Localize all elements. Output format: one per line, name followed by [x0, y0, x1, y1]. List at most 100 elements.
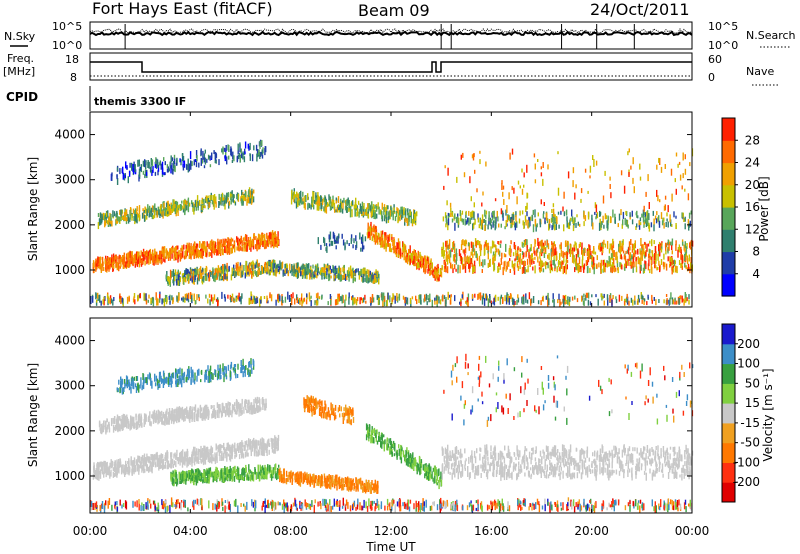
scatter-cell — [593, 248, 595, 255]
scatter-cell — [372, 297, 375, 303]
scatter-cell — [135, 460, 137, 465]
scatter-cell — [380, 233, 383, 239]
scatter-cell — [510, 294, 512, 299]
scatter-cell — [564, 301, 566, 305]
scatter-cell — [442, 294, 444, 302]
scatter-cell — [257, 269, 259, 277]
scatter-cell — [150, 297, 152, 304]
scatter-cell — [185, 244, 187, 250]
scatter-cell — [374, 213, 376, 220]
scatter-cell — [642, 215, 645, 223]
scatter-cell — [335, 209, 337, 213]
scatter-cell — [682, 173, 684, 179]
scatter-cell — [238, 152, 241, 157]
scatter-cell — [560, 242, 562, 250]
scatter-cell — [242, 197, 244, 206]
scatter-cell — [405, 208, 407, 212]
scatter-cell — [652, 210, 654, 216]
scatter-cell — [469, 218, 472, 225]
scatter-cell — [633, 243, 636, 248]
scatter-cell — [481, 214, 484, 220]
scatter-cell — [372, 204, 375, 212]
scatter-cell — [122, 469, 125, 474]
scatter-cell — [433, 269, 435, 273]
scatter-cell — [109, 265, 111, 270]
scatter-cell — [262, 234, 264, 240]
scatter-cell — [670, 257, 672, 262]
scatter-cell — [259, 447, 261, 452]
noise-traces — [89, 24, 693, 49]
scatter-cell — [137, 294, 139, 301]
scatter-cell — [549, 260, 551, 264]
scatter-cell — [112, 257, 114, 265]
scatter-cell — [386, 210, 388, 216]
scatter-cell — [131, 162, 133, 171]
scatter-cell — [575, 258, 577, 267]
scatter-cell — [156, 159, 159, 168]
scatter-cell — [289, 263, 291, 271]
scatter-cell — [479, 241, 481, 244]
scatter-cell — [268, 449, 270, 455]
scatter-cell — [172, 248, 174, 253]
scatter-cell — [519, 185, 521, 189]
scatter-cell — [550, 248, 552, 256]
scatter-cell — [212, 454, 214, 462]
scatter-cell — [263, 240, 266, 248]
scatter-cell — [225, 448, 227, 453]
scatter-cell — [357, 268, 359, 273]
scatter-cell — [168, 295, 170, 300]
scatter-cell — [658, 260, 660, 266]
scatter-cell — [515, 211, 517, 218]
scatter-cell — [468, 268, 471, 273]
scatter-cell — [108, 467, 110, 476]
scatter-cell — [367, 203, 369, 210]
scatter-cell — [173, 158, 176, 165]
scatter-cell — [133, 161, 135, 166]
scatter-cell — [250, 240, 252, 245]
scatter-cell — [220, 239, 223, 244]
scatter-cell — [199, 452, 201, 460]
scatter-cell — [625, 298, 628, 302]
scatter-cell — [649, 256, 652, 260]
scatter-cell — [361, 201, 364, 210]
scatter-cell — [267, 267, 269, 274]
scatter-cell — [265, 262, 267, 266]
scatter-cell — [343, 273, 346, 279]
scatter-cell — [646, 218, 648, 224]
scatter-cell — [526, 299, 529, 304]
scatter-cell — [281, 298, 283, 306]
scatter-cell — [586, 260, 589, 266]
scatter-cell — [627, 247, 630, 255]
scatter-cell — [340, 267, 342, 272]
scatter-cell — [151, 460, 154, 466]
scatter-cell — [635, 226, 637, 230]
scatter-cell — [555, 251, 558, 259]
scatter-cell — [675, 215, 677, 219]
scatter-cell — [248, 442, 250, 447]
scatter-cell — [682, 241, 684, 246]
scatter-cell — [641, 252, 643, 261]
scatter-cell — [295, 263, 297, 271]
scatter-cell — [363, 203, 365, 209]
scatter-cell — [112, 471, 115, 478]
scatter-cell — [229, 454, 231, 461]
scatter-cell — [159, 162, 161, 166]
scatter-cell — [488, 215, 490, 222]
noise-panel-frame — [89, 21, 693, 50]
scatter-cell — [151, 454, 154, 462]
scatter-cell — [211, 239, 213, 247]
scatter-cell — [191, 161, 193, 167]
scatter-cell — [502, 185, 505, 190]
scatter-cell — [298, 266, 300, 273]
scatter-cell — [121, 216, 124, 220]
scatter-cell — [383, 238, 385, 243]
scatter-cell — [301, 270, 303, 275]
scatter-cell — [473, 202, 475, 208]
scatter-cell — [209, 299, 211, 306]
scatter-cell — [500, 261, 503, 265]
scatter-cell — [96, 260, 98, 268]
scatter-cell — [408, 220, 410, 226]
scatter-cell — [628, 172, 630, 177]
scatter-cell — [281, 296, 283, 302]
scatter-cell — [273, 449, 275, 454]
